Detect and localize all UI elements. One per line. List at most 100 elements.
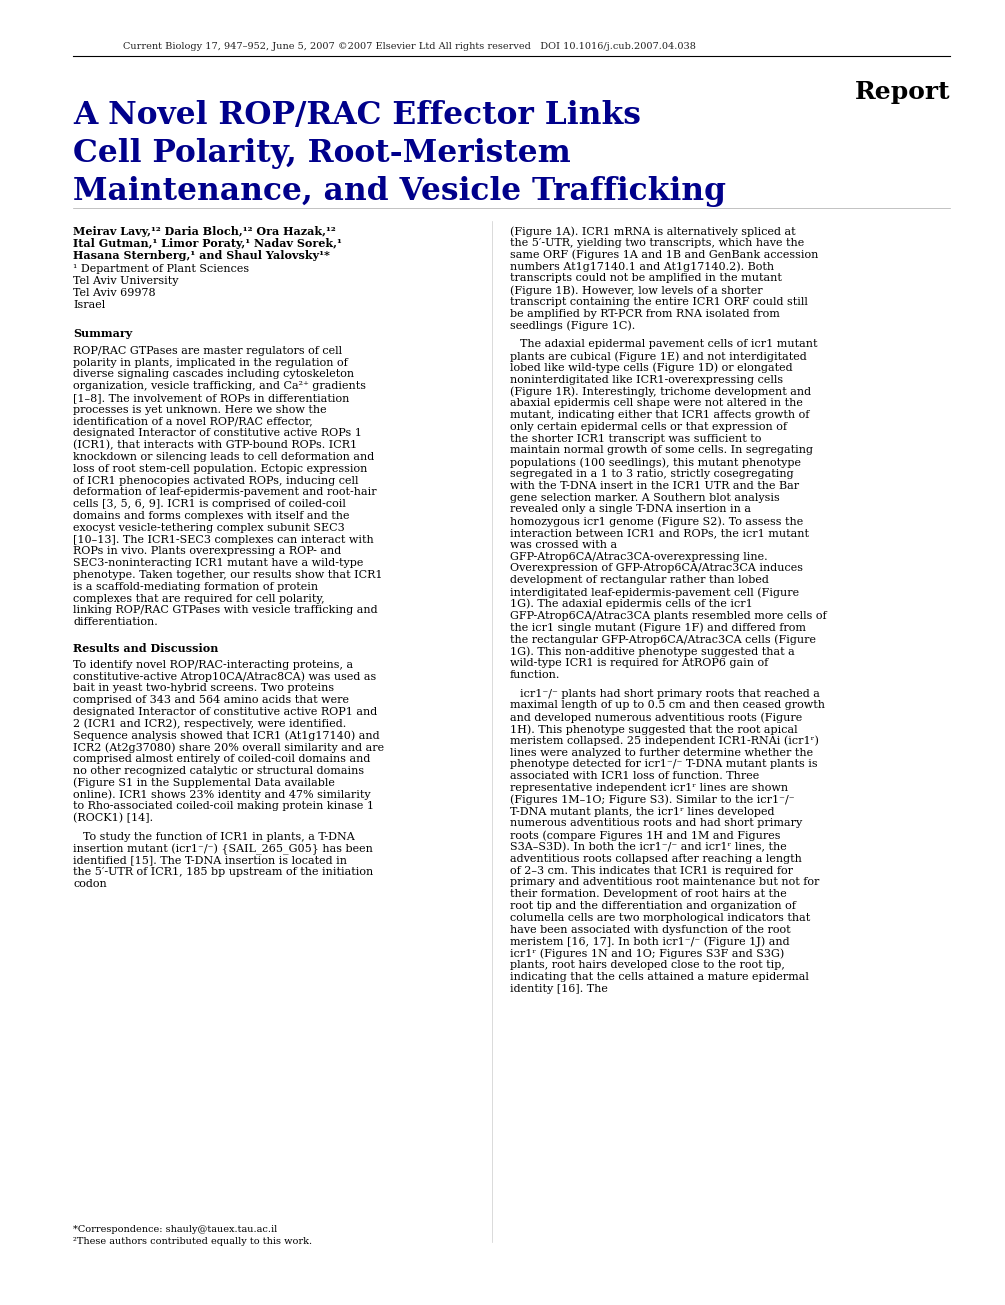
Text: and developed numerous adventitious roots (Figure: and developed numerous adventitious root… (510, 713, 802, 723)
Text: plants are cubical (Figure 1E) and not interdigitated: plants are cubical (Figure 1E) and not i… (510, 351, 807, 361)
Text: Ital Gutman,¹ Limor Poraty,¹ Nadav Sorek,¹: Ital Gutman,¹ Limor Poraty,¹ Nadav Sorek… (73, 238, 342, 249)
Text: associated with ICR1 loss of function. Three: associated with ICR1 loss of function. T… (510, 771, 759, 782)
Text: ICR2 (At2g37080) share 20% overall similarity and are: ICR2 (At2g37080) share 20% overall simil… (73, 743, 384, 753)
Text: mutant, indicating either that ICR1 affects growth of: mutant, indicating either that ICR1 affe… (510, 410, 809, 420)
Text: 1G). This non-additive phenotype suggested that a: 1G). This non-additive phenotype suggest… (510, 646, 795, 656)
Text: (ROCK1) [14].: (ROCK1) [14]. (73, 813, 153, 823)
Text: complexes that are required for cell polarity,: complexes that are required for cell pol… (73, 594, 325, 604)
Text: A Novel ROP/RAC Effector Links: A Novel ROP/RAC Effector Links (73, 100, 641, 130)
Text: exocyst vesicle-tethering complex subunit SEC3: exocyst vesicle-tethering complex subuni… (73, 523, 345, 532)
Text: wild-type ICR1 is required for AtROP6 gain of: wild-type ICR1 is required for AtROP6 ga… (510, 658, 768, 668)
Text: Hasana Sternberg,¹ and Shaul Yalovsky¹*: Hasana Sternberg,¹ and Shaul Yalovsky¹* (73, 249, 330, 261)
Text: the 5′-UTR, yielding two transcripts, which have the: the 5′-UTR, yielding two transcripts, wh… (510, 238, 804, 248)
Text: only certain epidermal cells or that expression of: only certain epidermal cells or that exp… (510, 422, 787, 432)
Text: Overexpression of GFP-Atrop6CA/Atrac3CA induces: Overexpression of GFP-Atrop6CA/Atrac3CA … (510, 564, 803, 573)
Text: gene selection marker. A Southern blot analysis: gene selection marker. A Southern blot a… (510, 493, 780, 502)
Text: icr1⁻/⁻ plants had short primary roots that reached a: icr1⁻/⁻ plants had short primary roots t… (520, 689, 820, 698)
Text: Report: Report (854, 80, 950, 104)
Text: identity [16]. The: identity [16]. The (510, 984, 608, 993)
Text: 1G). The adaxial epidermis cells of the icr1: 1G). The adaxial epidermis cells of the … (510, 599, 753, 609)
Text: numbers At1g17140.1 and At1g17140.2). Both: numbers At1g17140.1 and At1g17140.2). Bo… (510, 261, 774, 271)
Text: the icr1 single mutant (Figure 1F) and differed from: the icr1 single mutant (Figure 1F) and d… (510, 622, 806, 633)
Text: transcripts could not be amplified in the mutant: transcripts could not be amplified in th… (510, 273, 782, 283)
Text: To identify novel ROP/RAC-interacting proteins, a: To identify novel ROP/RAC-interacting pr… (73, 660, 353, 669)
Text: linking ROP/RAC GTPases with vesicle trafficking and: linking ROP/RAC GTPases with vesicle tra… (73, 606, 378, 616)
Text: Sequence analysis showed that ICR1 (At1g17140) and: Sequence analysis showed that ICR1 (At1g… (73, 731, 380, 741)
Text: Results and Discussion: Results and Discussion (73, 643, 218, 654)
Text: phenotype. Taken together, our results show that ICR1: phenotype. Taken together, our results s… (73, 570, 383, 579)
Text: designated Interactor of constitutive active ROPs 1: designated Interactor of constitutive ac… (73, 428, 362, 438)
Text: function.: function. (510, 669, 561, 680)
Text: ROPs in vivo. Plants overexpressing a ROP- and: ROPs in vivo. Plants overexpressing a RO… (73, 547, 342, 556)
Text: [10–13]. The ICR1-SEC3 complexes can interact with: [10–13]. The ICR1-SEC3 complexes can int… (73, 535, 374, 544)
Text: with the T-DNA insert in the ICR1 UTR and the Bar: with the T-DNA insert in the ICR1 UTR an… (510, 480, 799, 491)
Text: Maintenance, and Vesicle Trafficking: Maintenance, and Vesicle Trafficking (73, 176, 726, 207)
Text: T-DNA mutant plants, the icr1ʳ lines developed: T-DNA mutant plants, the icr1ʳ lines dev… (510, 806, 775, 817)
Text: interdigitated leaf-epidermis-pavement cell (Figure: interdigitated leaf-epidermis-pavement c… (510, 587, 799, 598)
Text: was crossed with a: was crossed with a (510, 540, 617, 549)
Text: constitutive-active Atrop10CA/Atrac8CA) was used as: constitutive-active Atrop10CA/Atrac8CA) … (73, 672, 376, 683)
Text: Meirav Lavy,¹² Daria Bloch,¹² Ora Hazak,¹²: Meirav Lavy,¹² Daria Bloch,¹² Ora Hazak,… (73, 226, 336, 238)
Text: (Figure S1 in the Supplemental Data available: (Figure S1 in the Supplemental Data avai… (73, 778, 335, 788)
Text: abaxial epidermis cell shape were not altered in the: abaxial epidermis cell shape were not al… (510, 398, 803, 408)
Text: GFP-Atrop6CA/Atrac3CA-overexpressing line.: GFP-Atrop6CA/Atrac3CA-overexpressing lin… (510, 552, 768, 561)
Text: noninterdigitated like ICR1-overexpressing cells: noninterdigitated like ICR1-overexpressi… (510, 375, 783, 385)
Text: of 2–3 cm. This indicates that ICR1 is required for: of 2–3 cm. This indicates that ICR1 is r… (510, 865, 793, 876)
Text: Summary: Summary (73, 328, 133, 339)
Text: lines were analyzed to further determine whether the: lines were analyzed to further determine… (510, 748, 813, 758)
Text: deformation of leaf-epidermis-pavement and root-hair: deformation of leaf-epidermis-pavement a… (73, 488, 377, 497)
Text: revealed only a single T-DNA insertion in a: revealed only a single T-DNA insertion i… (510, 505, 751, 514)
Text: ¹ Department of Plant Sciences: ¹ Department of Plant Sciences (73, 265, 249, 274)
Text: identified [15]. The T-DNA insertion is located in: identified [15]. The T-DNA insertion is … (73, 856, 347, 865)
Text: SEC3-noninteracting ICR1 mutant have a wild-type: SEC3-noninteracting ICR1 mutant have a w… (73, 559, 364, 568)
Text: interaction between ICR1 and ROPs, the icr1 mutant: interaction between ICR1 and ROPs, the i… (510, 529, 809, 538)
Text: root tip and the differentiation and organization of: root tip and the differentiation and org… (510, 900, 796, 911)
Text: the shorter ICR1 transcript was sufficient to: the shorter ICR1 transcript was sufficie… (510, 433, 762, 444)
Text: meristem collapsed. 25 independent ICR1-RNAi (icr1ʳ): meristem collapsed. 25 independent ICR1-… (510, 736, 819, 746)
Text: roots (compare Figures 1H and 1M and Figures: roots (compare Figures 1H and 1M and Fig… (510, 830, 781, 840)
Text: icr1ʳ (Figures 1N and 1O; Figures S3F and S3G): icr1ʳ (Figures 1N and 1O; Figures S3F an… (510, 949, 784, 959)
Text: polarity in plants, implicated in the regulation of: polarity in plants, implicated in the re… (73, 358, 348, 368)
Text: is a scaffold-mediating formation of protein: is a scaffold-mediating formation of pro… (73, 582, 319, 592)
Text: 1H). This phenotype suggested that the root apical: 1H). This phenotype suggested that the r… (510, 724, 798, 735)
Text: Israel: Israel (73, 300, 106, 309)
Text: [1–8]. The involvement of ROPs in differentiation: [1–8]. The involvement of ROPs in differ… (73, 393, 350, 403)
Text: development of rectangular rather than lobed: development of rectangular rather than l… (510, 576, 769, 585)
Text: loss of root stem-cell population. Ectopic expression: loss of root stem-cell population. Ectop… (73, 463, 368, 474)
Text: *Correspondence: shauly@tauex.tau.ac.il: *Correspondence: shauly@tauex.tau.ac.il (73, 1225, 277, 1235)
Text: organization, vesicle trafficking, and Ca²⁺ gradients: organization, vesicle trafficking, and C… (73, 381, 366, 392)
Text: diverse signaling cascades including cytoskeleton: diverse signaling cascades including cyt… (73, 369, 354, 380)
Text: online). ICR1 shows 23% identity and 47% similarity: online). ICR1 shows 23% identity and 47%… (73, 790, 371, 800)
Text: Cell Polarity, Root-Meristem: Cell Polarity, Root-Meristem (73, 138, 571, 170)
Text: segregated in a 1 to 3 ratio, strictly cosegregating: segregated in a 1 to 3 ratio, strictly c… (510, 468, 794, 479)
Text: adventitious roots collapsed after reaching a length: adventitious roots collapsed after reach… (510, 853, 802, 864)
Text: seedlings (Figure 1C).: seedlings (Figure 1C). (510, 321, 635, 331)
Text: Tel Aviv University: Tel Aviv University (73, 277, 179, 286)
Text: knockdown or silencing leads to cell deformation and: knockdown or silencing leads to cell def… (73, 452, 374, 462)
Text: differentiation.: differentiation. (73, 617, 158, 628)
Text: comprised of 343 and 564 amino acids that were: comprised of 343 and 564 amino acids tha… (73, 696, 349, 705)
Text: (Figures 1M–1O; Figure S3). Similar to the icr1⁻/⁻: (Figures 1M–1O; Figure S3). Similar to t… (510, 795, 795, 805)
Text: maintain normal growth of some cells. In segregating: maintain normal growth of some cells. In… (510, 445, 813, 455)
Text: GFP-Atrop6CA/Atrac3CA plants resembled more cells of: GFP-Atrop6CA/Atrac3CA plants resembled m… (510, 611, 827, 621)
Text: cells [3, 5, 6, 9]. ICR1 is comprised of coiled-coil: cells [3, 5, 6, 9]. ICR1 is comprised of… (73, 500, 346, 509)
Text: Tel Aviv 69978: Tel Aviv 69978 (73, 288, 156, 298)
Text: to Rho-associated coiled-coil making protein kinase 1: to Rho-associated coiled-coil making pro… (73, 801, 374, 812)
Text: the rectangular GFP-Atrop6CA/Atrac3CA cells (Figure: the rectangular GFP-Atrop6CA/Atrac3CA ce… (510, 634, 816, 645)
Text: codon: codon (73, 880, 107, 889)
Text: transcript containing the entire ICR1 ORF could still: transcript containing the entire ICR1 OR… (510, 296, 808, 307)
Text: S3A–S3D). In both the icr1⁻/⁻ and icr1ʳ lines, the: S3A–S3D). In both the icr1⁻/⁻ and icr1ʳ … (510, 842, 787, 852)
Text: of ICR1 phenocopies activated ROPs, inducing cell: of ICR1 phenocopies activated ROPs, indu… (73, 475, 359, 485)
Text: populations (100 seedlings), this mutant phenotype: populations (100 seedlings), this mutant… (510, 457, 801, 467)
Text: (Figure 1B). However, low levels of a shorter: (Figure 1B). However, low levels of a sh… (510, 284, 763, 295)
Text: processes is yet unknown. Here we show the: processes is yet unknown. Here we show t… (73, 405, 327, 415)
Text: no other recognized catalytic or structural domains: no other recognized catalytic or structu… (73, 766, 364, 776)
Text: the 5′-UTR of ICR1, 185 bp upstream of the initiation: the 5′-UTR of ICR1, 185 bp upstream of t… (73, 868, 373, 877)
Text: lobed like wild-type cells (Figure 1D) or elongated: lobed like wild-type cells (Figure 1D) o… (510, 363, 793, 373)
Text: plants, root hairs developed close to the root tip,: plants, root hairs developed close to th… (510, 960, 785, 970)
Text: (Figure 1A). ICR1 mRNA is alternatively spliced at: (Figure 1A). ICR1 mRNA is alternatively … (510, 226, 796, 236)
Text: have been associated with dysfunction of the root: have been associated with dysfunction of… (510, 924, 791, 934)
Text: The adaxial epidermal pavement cells of icr1 mutant: The adaxial epidermal pavement cells of … (520, 339, 817, 350)
Text: ²These authors contributed equally to this work.: ²These authors contributed equally to th… (73, 1237, 313, 1246)
Text: designated Interactor of constitutive active ROP1 and: designated Interactor of constitutive ac… (73, 707, 377, 716)
